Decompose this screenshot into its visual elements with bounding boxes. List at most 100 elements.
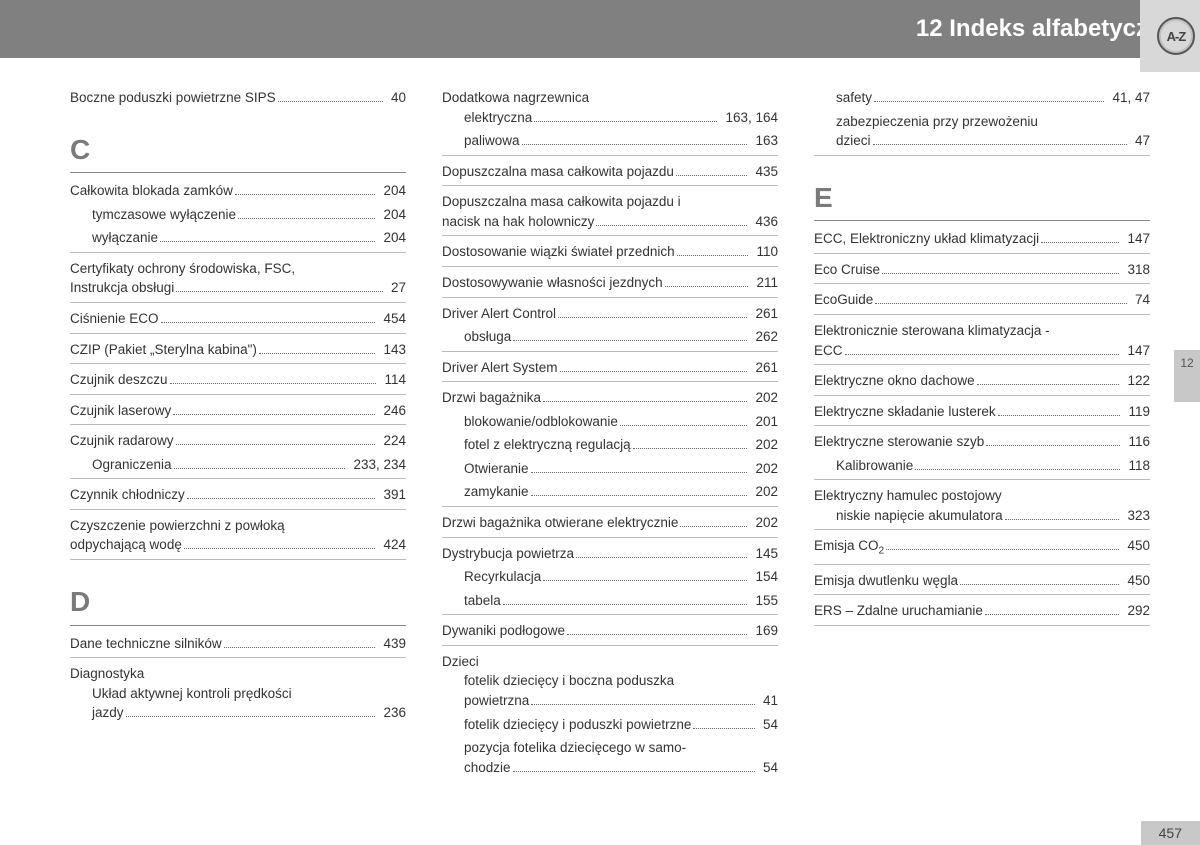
index-entry-label: nacisk na hak holowniczy [442, 212, 594, 232]
leader-dots [161, 322, 376, 323]
index-entry-label: ECC [814, 341, 843, 361]
index-body: Boczne poduszki powietrzne SIPS40CCałkow… [0, 58, 1200, 781]
leader-dots [278, 101, 383, 102]
section-rule [814, 220, 1150, 221]
index-entry: CZIP (Pakiet „Sterylna kabina") 143 [70, 340, 406, 365]
index-entry-continuation: Układ aktywnej kontroli prędkości [70, 684, 406, 704]
index-entry-label: paliwowa [464, 131, 520, 151]
index-entry-page: 118 [1124, 456, 1150, 476]
index-entry-page: 439 [379, 634, 406, 654]
index-entry: Czujnik deszczu114 [70, 370, 406, 395]
leader-dots [620, 425, 748, 426]
leader-dots [665, 286, 749, 287]
index-entry: fotelik dziecięcy i poduszki powietrzne5… [442, 715, 778, 735]
index-entry: Driver Alert System261 [442, 358, 778, 383]
column-2: Dodatkowa nagrzewnicaelektryczna163, 164… [442, 88, 778, 781]
index-entry-label: Elektryczne okno dachowe [814, 371, 975, 391]
index-entry: Dopuszczalna masa całkowita pojazdu435 [442, 162, 778, 187]
index-entry-page: 211 [752, 273, 778, 293]
index-entry: Czujnik laserowy246 [70, 401, 406, 426]
index-entry-page: 202 [751, 482, 778, 502]
index-entry-page: 163, 164 [721, 108, 778, 128]
index-entry-page: 435 [751, 162, 778, 182]
section-rule [70, 625, 406, 626]
leader-dots [676, 175, 748, 176]
index-entry-label: niskie napięcie akumulatora [836, 506, 1003, 526]
index-entry: Instrukcja obsługi27 [70, 278, 406, 303]
index-entry-continuation: Elektryczny hamulec postojowy [814, 486, 1150, 506]
index-entry-label: dzieci [836, 131, 871, 151]
index-entry-label: Dystrybucja powietrza [442, 544, 574, 564]
index-entry-label: tabela [464, 591, 501, 611]
index-entry-label: Otwieranie [464, 459, 529, 479]
leader-dots [126, 716, 376, 717]
index-entry: Eco Cruise318 [814, 260, 1150, 285]
index-entry: Boczne poduszki powietrzne SIPS40 [70, 88, 406, 108]
leader-dots [845, 354, 1120, 355]
leader-dots [886, 549, 1119, 550]
index-entry-page: 202 [751, 513, 778, 533]
index-entry-page: 74 [1131, 290, 1150, 310]
index-entry-label: Dostosowanie wiązki świateł przednich [442, 242, 675, 262]
index-entry: jazdy236 [70, 703, 406, 723]
index-entry-continuation: fotelik dziecięcy i boczna poduszka [442, 671, 778, 691]
leader-dots [531, 704, 755, 705]
leader-dots [677, 255, 749, 256]
leader-dots [977, 384, 1120, 385]
leader-dots [174, 468, 346, 469]
index-entry: Emisja dwutlenku węgla450 [814, 571, 1150, 596]
index-entry-label: Czynnik chłodniczy [70, 485, 185, 505]
index-entry-page: 147 [1123, 229, 1150, 249]
index-entry: ECC, Elektroniczny układ klimatyzacji147 [814, 229, 1150, 254]
index-entry-page: 261 [751, 358, 778, 378]
column-3: safety41, 47zabezpieczenia przy przewoże… [814, 88, 1150, 781]
index-entry-label: elektryczna [464, 108, 532, 128]
leader-dots [543, 401, 747, 402]
index-entry: obsługa262 [442, 327, 778, 352]
index-entry-continuation: Dzieci [442, 652, 778, 672]
index-entry: Dostosowywanie własności jezdnych 211 [442, 273, 778, 298]
index-entry-label: Drzwi bagażnika [442, 388, 541, 408]
header-badge-box: A-Z [1140, 0, 1200, 72]
index-entry-label: Czujnik laserowy [70, 401, 171, 421]
index-entry-page: 236 [379, 703, 406, 723]
index-entry-continuation: Czyszczenie powierzchni z powłoką [70, 516, 406, 536]
index-entry-label: safety [836, 88, 872, 108]
index-entry-label: chodzie [464, 758, 511, 778]
index-entry-label: Dostosowywanie własności jezdnych [442, 273, 663, 293]
leader-dots [874, 101, 1104, 102]
index-entry-page: 114 [380, 370, 406, 390]
index-entry-page: 119 [1124, 402, 1150, 422]
index-entry: powietrzna41 [442, 691, 778, 711]
leader-dots [633, 448, 748, 449]
index-entry: Ciśnienie ECO454 [70, 309, 406, 334]
index-entry: Emisja CO2450 [814, 536, 1150, 564]
index-entry-label: CZIP (Pakiet „Sterylna kabina") [70, 340, 257, 360]
index-entry-label: Czujnik radarowy [70, 431, 174, 451]
index-entry-page: 41, 47 [1108, 88, 1150, 108]
index-entry: dzieci47 [814, 131, 1150, 156]
index-entry-page: 204 [379, 181, 406, 201]
index-entry-label: Dane techniczne silników [70, 634, 222, 654]
leader-dots [224, 647, 376, 648]
index-entry-page: 163 [751, 131, 778, 151]
index-entry: niskie napięcie akumulatora323 [814, 506, 1150, 531]
index-entry: Driver Alert Control261 [442, 304, 778, 324]
leader-dots [960, 584, 1119, 585]
index-entry-label: Boczne poduszki powietrzne SIPS [70, 88, 276, 108]
index-entry: ERS – Zdalne uruchamianie292 [814, 601, 1150, 626]
index-entry-continuation: Certyfikaty ochrony środowiska, FSC, [70, 259, 406, 279]
index-entry: Otwieranie202 [442, 459, 778, 479]
index-entry-label: Drzwi bagażnika otwierane elektrycznie [442, 513, 678, 533]
index-entry-page: 169 [751, 621, 778, 641]
leader-dots [680, 526, 747, 527]
index-entry-label: obsługa [464, 327, 511, 347]
index-entry-page: 54 [759, 715, 778, 735]
leader-dots [513, 771, 755, 772]
section-rule [70, 172, 406, 173]
leader-dots [173, 414, 375, 415]
index-entry-page: 143 [379, 340, 406, 360]
index-entry-page: 154 [751, 567, 778, 587]
index-entry-label: blokowanie/odblokowanie [464, 412, 618, 432]
page-number: 457 [1141, 821, 1200, 845]
